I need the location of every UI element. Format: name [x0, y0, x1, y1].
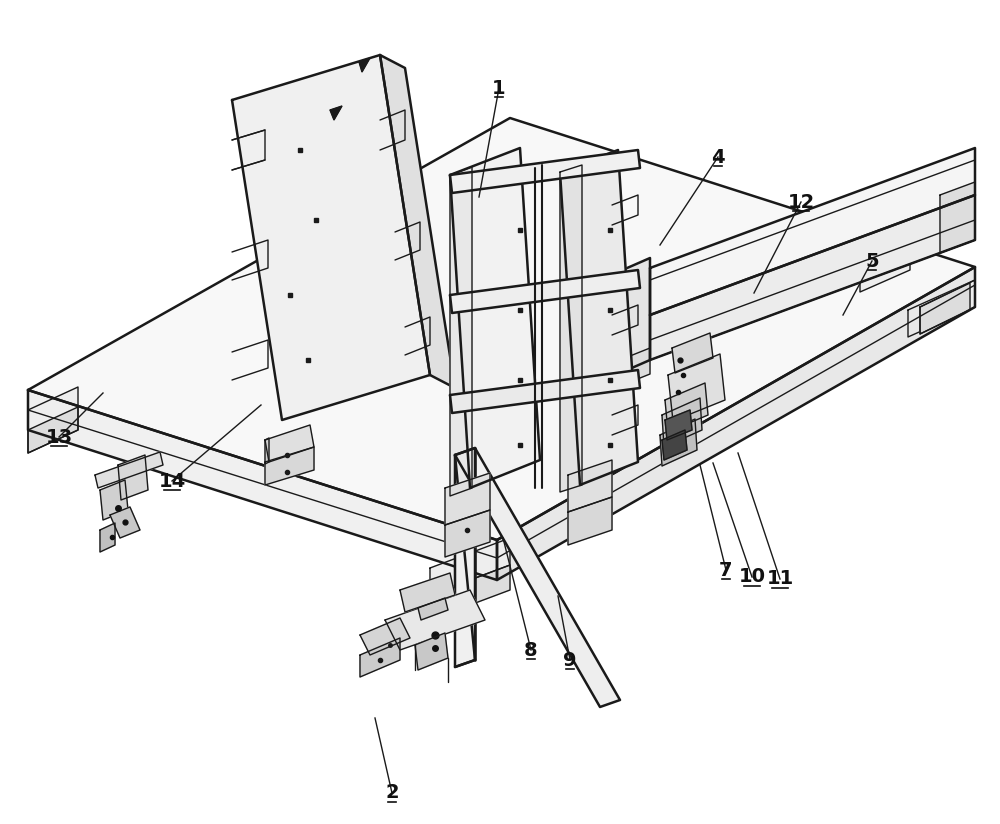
Polygon shape — [330, 106, 342, 120]
Polygon shape — [28, 118, 975, 540]
Polygon shape — [265, 447, 314, 485]
Polygon shape — [359, 58, 370, 72]
Polygon shape — [385, 590, 485, 650]
Polygon shape — [650, 148, 975, 315]
Polygon shape — [668, 354, 725, 421]
Text: 2: 2 — [385, 784, 399, 803]
Polygon shape — [450, 148, 540, 488]
Polygon shape — [232, 55, 430, 420]
Text: 7: 7 — [719, 560, 733, 579]
Polygon shape — [95, 452, 163, 488]
Polygon shape — [660, 419, 697, 466]
Polygon shape — [450, 270, 640, 313]
Polygon shape — [450, 370, 640, 413]
Polygon shape — [380, 55, 455, 388]
Polygon shape — [100, 480, 128, 520]
Polygon shape — [360, 618, 410, 655]
Polygon shape — [28, 407, 78, 453]
Polygon shape — [662, 398, 702, 447]
Polygon shape — [650, 195, 975, 360]
Polygon shape — [920, 280, 975, 334]
Text: 1: 1 — [492, 78, 506, 97]
Polygon shape — [400, 573, 455, 612]
Polygon shape — [415, 633, 448, 670]
Polygon shape — [560, 165, 582, 492]
Polygon shape — [920, 283, 970, 334]
Text: 8: 8 — [524, 640, 538, 659]
Polygon shape — [665, 410, 692, 440]
Text: 5: 5 — [865, 251, 879, 270]
Polygon shape — [497, 267, 975, 580]
Polygon shape — [455, 448, 475, 667]
Polygon shape — [110, 507, 140, 538]
Polygon shape — [560, 150, 638, 485]
Polygon shape — [620, 348, 650, 386]
Text: 10: 10 — [738, 568, 766, 587]
Text: 13: 13 — [45, 428, 73, 447]
Polygon shape — [672, 333, 713, 373]
Polygon shape — [450, 150, 640, 193]
Text: 12: 12 — [787, 193, 815, 212]
Polygon shape — [860, 245, 910, 292]
Polygon shape — [618, 258, 650, 374]
Polygon shape — [445, 473, 490, 525]
Text: 11: 11 — [766, 569, 794, 588]
Text: 9: 9 — [563, 650, 577, 669]
Polygon shape — [265, 438, 269, 464]
Polygon shape — [450, 167, 472, 496]
Polygon shape — [118, 455, 148, 500]
Polygon shape — [28, 387, 78, 453]
Polygon shape — [445, 510, 490, 557]
Polygon shape — [455, 448, 620, 707]
Text: 14: 14 — [158, 471, 186, 490]
Polygon shape — [265, 425, 314, 462]
Polygon shape — [568, 460, 612, 512]
Polygon shape — [568, 497, 612, 545]
Polygon shape — [430, 538, 510, 595]
Text: 4: 4 — [711, 147, 725, 166]
Polygon shape — [662, 430, 687, 460]
Polygon shape — [100, 523, 115, 552]
Polygon shape — [908, 280, 975, 337]
Polygon shape — [665, 383, 708, 432]
Polygon shape — [28, 390, 497, 580]
Polygon shape — [430, 565, 510, 620]
Polygon shape — [940, 182, 975, 253]
Polygon shape — [360, 638, 400, 677]
Polygon shape — [418, 598, 448, 620]
